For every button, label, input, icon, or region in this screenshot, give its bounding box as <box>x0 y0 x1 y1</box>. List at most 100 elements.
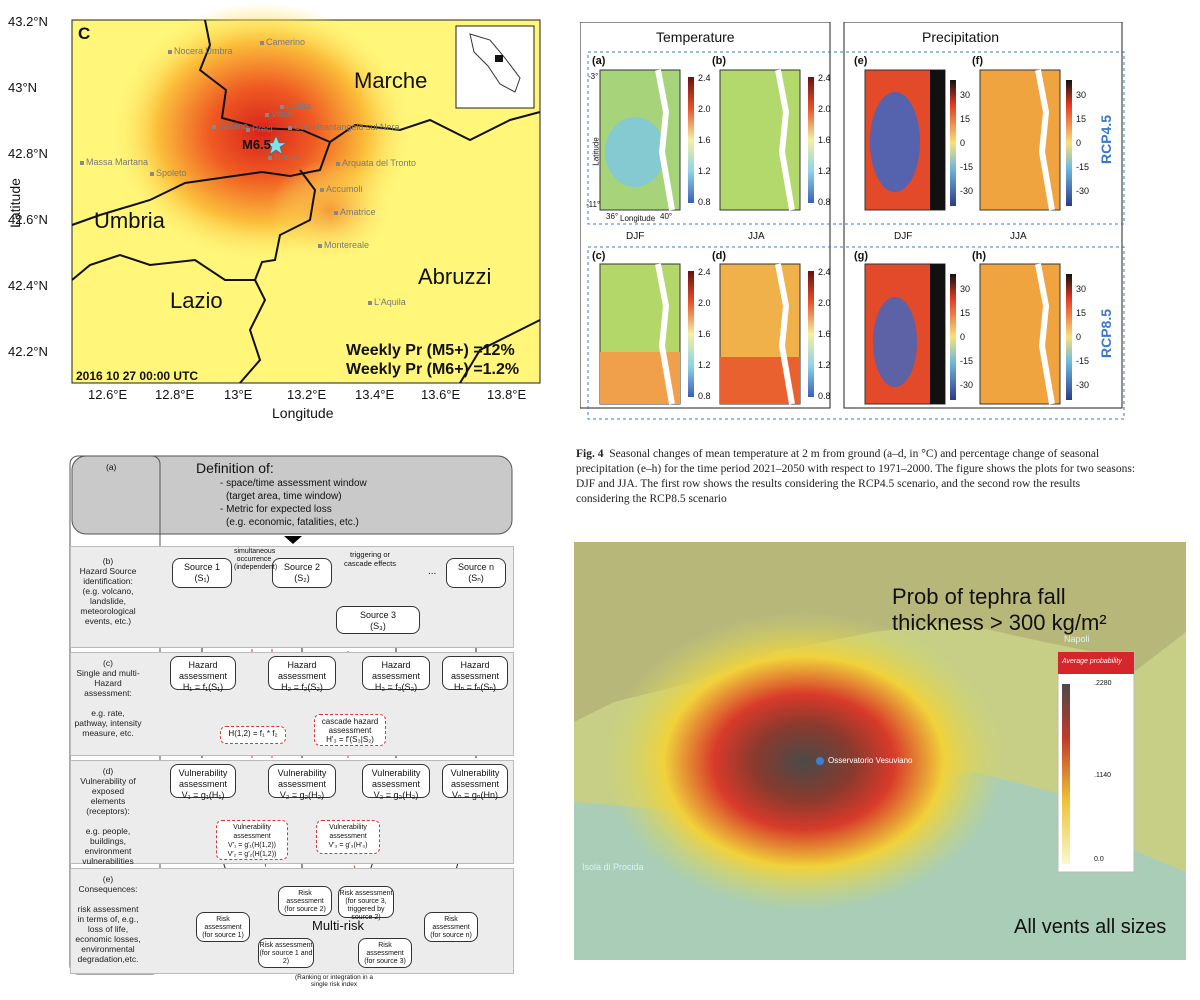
colorbar-tick: 2.0 <box>818 298 831 308</box>
observatory-marker-icon <box>816 757 824 765</box>
colorbar-tick: 0.8 <box>698 197 711 207</box>
scenario-label: RCP8.5 <box>1098 308 1114 358</box>
lon-tick: 36° <box>606 212 619 221</box>
colorbar-tick: -15 <box>960 356 974 366</box>
region-label: Umbria <box>94 208 165 233</box>
risk-source-2-box: Risk assessment (for source 2) <box>278 886 332 916</box>
town-label: Nocera Umbra <box>168 46 233 56</box>
colorbar-tick: -15 <box>1076 162 1090 172</box>
town-label: Montereale <box>318 240 369 250</box>
y-tick: 43.2°N <box>8 14 48 29</box>
place-label: Osservatorio Vesuviano <box>828 756 913 765</box>
tephra-title-line2: thickness > 300 kg/m² <box>892 610 1107 635</box>
colorbar-tick: -15 <box>1076 356 1090 366</box>
legend-tick: .1140 <box>1094 772 1111 779</box>
colorbar-tick: 2.4 <box>818 73 831 83</box>
colorbar-tick: -30 <box>960 380 974 390</box>
town-label: Spoleto <box>150 168 187 178</box>
colorbar-tick: 15 <box>960 114 971 124</box>
region-label: Abruzzi <box>418 264 492 289</box>
season-label: DJF <box>894 231 913 242</box>
colorbar-tick: 1.6 <box>818 135 831 145</box>
colorbar-tick: 1.2 <box>698 360 711 370</box>
colorbar-tick: 1.2 <box>698 166 711 176</box>
colorbar-tick: 15 <box>960 308 971 318</box>
town-label: Amatrice <box>334 207 376 217</box>
region-label: Lazio <box>170 288 223 313</box>
lon-tick: 40° <box>660 212 673 221</box>
multi-risk-footer: (Ranking or integration in a single risk… <box>294 974 374 988</box>
place-label: Isola di Procida <box>582 862 644 872</box>
ellipsis: ... <box>428 566 437 577</box>
colorbar-tick: -30 <box>960 186 974 196</box>
probability-m5: Weekly Pr (M5+) =12% <box>346 342 515 359</box>
hazard-1-box: Hazard assessment H₁ = f₁(S₁) <box>170 656 236 692</box>
row-a-tag: (a) <box>106 462 117 472</box>
legend-tick: 0.0 <box>1094 856 1104 863</box>
row-a-line: (target area, time window) <box>226 491 342 502</box>
tephra-map-panel: Prob of tephra fall thickness > 300 kg/m… <box>574 542 1186 960</box>
x-tick: 12.8°E <box>155 387 195 402</box>
caption-lead: Fig. 4 <box>576 448 604 460</box>
source-1-box: Source 1 (S₁) <box>172 558 232 588</box>
vulnerability-2-box: Vulnerability assessment V₂ = g₂(H₂) <box>268 764 336 800</box>
multi-risk-label: Multi-risk <box>312 918 364 933</box>
colorbar-tick: 0 <box>1076 332 1082 342</box>
lon-axis-label: Longitude <box>620 214 656 223</box>
colorbar-tick: 2.0 <box>698 104 711 114</box>
colorbar-tick: 0 <box>960 138 966 148</box>
town-label: Massa Martana <box>80 157 148 167</box>
panel-label: (a) <box>592 55 606 67</box>
colorbar-tick: 15 <box>1076 308 1087 318</box>
colorbar-tick: -30 <box>1076 380 1090 390</box>
epicenter-star-icon <box>265 135 287 155</box>
colorbar-tick: 2.4 <box>698 267 711 277</box>
colorbar-tick: -30 <box>1076 186 1090 196</box>
season-label: JJA <box>1010 231 1027 242</box>
town-label: Accumoli <box>320 184 363 194</box>
simultaneous-note: simultaneous occurrence (independent) <box>234 548 278 571</box>
panel-label: (b) <box>712 55 727 67</box>
source-3-box: Source 3 (S₃) <box>336 606 420 634</box>
legend-tick: .2280 <box>1094 680 1112 687</box>
panel-label: (f) <box>972 55 983 67</box>
climate-figure-graphic <box>580 22 1125 420</box>
vulnerability-1-box: Vulnerability assessment V₁ = g₁(H₁) <box>170 764 236 800</box>
timestamp: 2016 10 27 00:00 UTC <box>76 369 199 383</box>
x-tick: 13.2°E <box>287 387 327 402</box>
risk-source-3-box: Risk assessment (for source 3) <box>358 938 412 968</box>
row-label-d: (d) Vulnerability of exposed elements (r… <box>80 766 136 866</box>
source-2-box: Source 2 (S₂) <box>272 558 332 588</box>
colorbar-tick: 1.6 <box>698 329 711 339</box>
risk-source-3-triggered-box: Risk assessment (for source 3, triggered… <box>338 886 394 921</box>
colorbar-tick: 30 <box>1076 90 1087 100</box>
y-tick: 42.8°N <box>8 146 48 161</box>
panel-letter: C <box>78 24 91 43</box>
vulnerability-cascade-box: Vulnerability assessment V'₃ = g'₃(H'₃) <box>316 820 380 854</box>
seismic-map-panel: 43.2°N 43°N 42.8°N 42.6°N 42.4°N 42.2°N … <box>0 0 560 440</box>
colorbar-tick: 30 <box>960 284 971 294</box>
colorbar-tick: 2.4 <box>698 73 711 83</box>
season-label: JJA <box>748 231 765 242</box>
row-a-line: - Metric for expected loss <box>220 504 332 515</box>
row-a-title: Definition of: <box>196 460 274 476</box>
colorbar-tick: 1.6 <box>818 329 831 339</box>
probability-m6: Weekly Pr (M6+) =1.2% <box>346 361 520 378</box>
colorbar-tick: 15 <box>1076 114 1087 124</box>
town-label: Camerino <box>260 37 305 47</box>
panel-label: (e) <box>854 55 868 67</box>
hazard-combo-box: H(1,2) = f₁ * f₂ <box>220 726 286 744</box>
y-axis-label: Latitude <box>6 178 23 228</box>
row-label-e: (e) Consequences: risk assessment in ter… <box>75 874 141 964</box>
lat-axis-label: Latitude <box>591 137 601 166</box>
panel-label: (c) <box>592 250 606 262</box>
town-label: Sellano <box>212 121 248 131</box>
tephra-footer: All vents all sizes <box>1014 916 1167 938</box>
x-tick: 12.6°E <box>88 387 128 402</box>
row-label-c: (c) Single and multi-Hazard assessment: … <box>74 658 142 738</box>
town-label: Norcia <box>268 152 300 162</box>
colorbar-tick: 2.4 <box>818 267 831 277</box>
panel-label: (d) <box>712 250 727 262</box>
vulnerability-3-box: Vulnerability assessment V₃ = g₃(H₃) <box>362 764 430 800</box>
row-a-line: (e.g. economic, fatalities, etc.) <box>226 517 359 528</box>
